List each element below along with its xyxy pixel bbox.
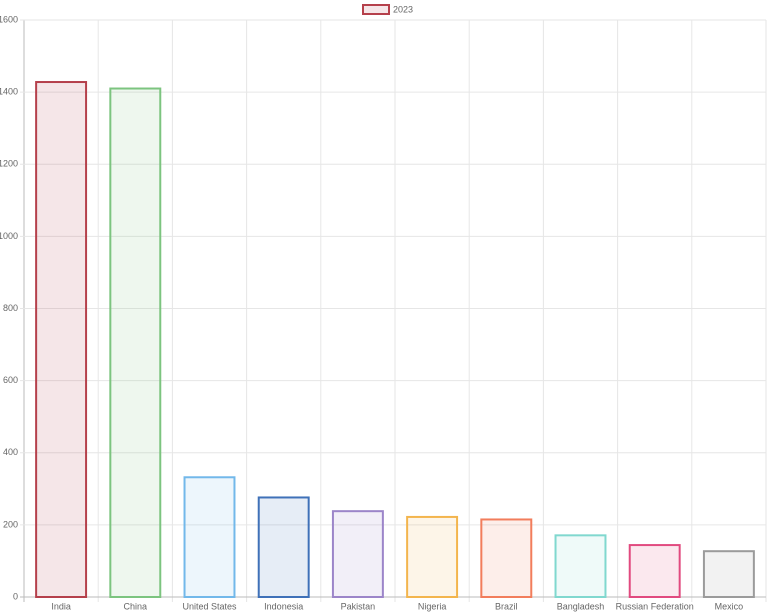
x-tick-label: Nigeria [418,601,447,611]
y-tick-label: 200 [3,519,18,529]
x-tick-label: Mexico [715,601,744,611]
bar [628,544,681,599]
y-tick-label: 0 [13,591,18,601]
bar [109,87,162,599]
y-tick-label: 800 [3,303,18,313]
bar [406,515,459,598]
x-tick-label: Russian Federation [616,601,694,611]
y-tick-label: 1600 [0,14,18,24]
y-tick-label: 1000 [0,231,18,241]
x-tick-label: Bangladesh [557,601,605,611]
legend-label: 2023 [393,4,413,14]
x-tick-label: India [51,601,71,611]
bar [554,534,607,599]
y-tick-label: 1400 [0,87,18,97]
legend-swatch [362,4,390,15]
y-tick-label: 1200 [0,159,18,169]
y-tick-label: 600 [3,375,18,385]
x-tick-label: China [124,601,148,611]
y-tick-label: 400 [3,447,18,457]
bar [331,510,384,599]
bar [183,476,236,598]
x-tick-label: Indonesia [264,601,303,611]
x-tick-label: Pakistan [341,601,376,611]
bar [257,496,310,598]
x-tick-label: Brazil [495,601,518,611]
bar [480,518,533,599]
bar [35,81,88,598]
bar [702,550,755,598]
x-tick-label: United States [182,601,237,611]
